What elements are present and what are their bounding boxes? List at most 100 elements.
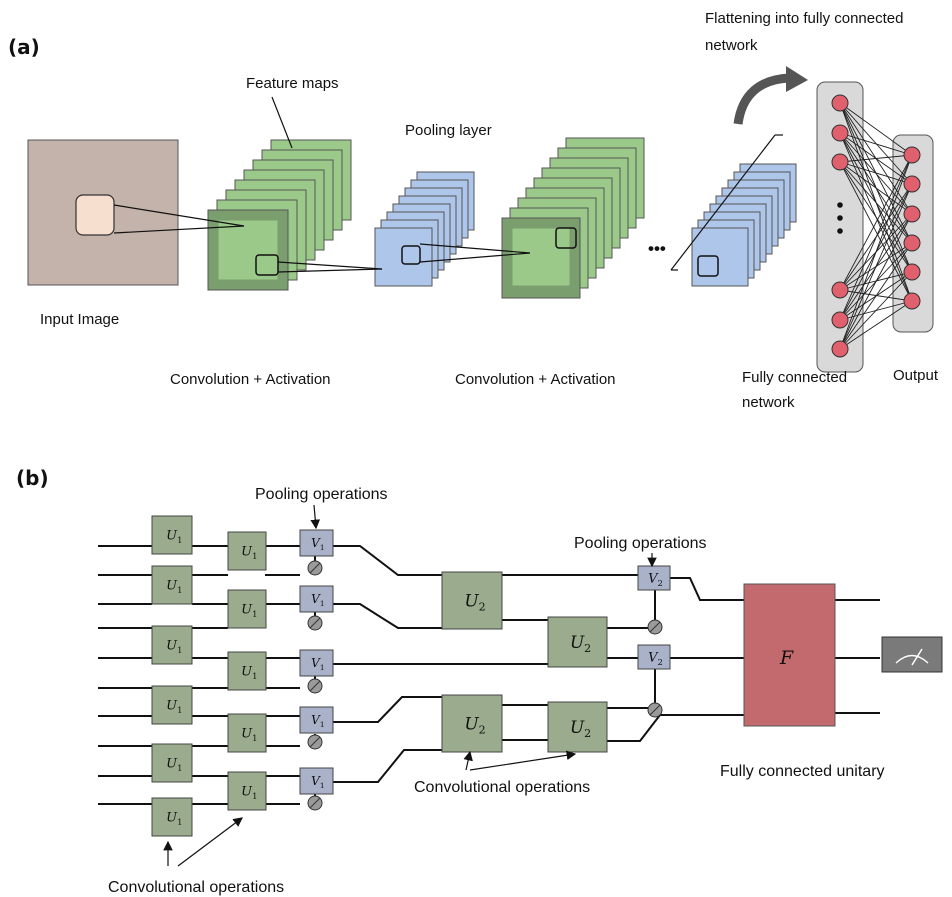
fc-edge	[839, 300, 913, 350]
fc-output-node	[903, 146, 921, 164]
feature-map-inner	[217, 219, 279, 281]
flatten-arrow-head	[786, 66, 808, 92]
conv-ops-label-bottom: Convolutional operations	[108, 879, 284, 896]
input-patch	[75, 194, 115, 236]
flattening-label-1: Flattening into fully connected	[705, 10, 903, 27]
fc-dot	[837, 215, 843, 221]
wire-1	[98, 545, 442, 576]
fc-edge	[839, 154, 913, 291]
output-label: Output	[893, 367, 939, 384]
feature-patch	[255, 254, 279, 276]
u1-gate: U1	[151, 565, 193, 605]
pooling-ops-label-1: Pooling operations	[255, 486, 388, 503]
fc-edge	[839, 154, 913, 350]
fc-output-node	[903, 175, 921, 193]
fc-label-1: Fully connected	[742, 369, 847, 386]
conv2-projection-line	[419, 252, 531, 263]
fc-edge	[839, 161, 913, 215]
fc-input-node	[831, 340, 849, 358]
v1-gate: V1	[299, 649, 334, 677]
pooling-map-layer	[374, 227, 433, 287]
wire-5	[98, 657, 548, 665]
u1-gate: U1	[151, 743, 193, 783]
fc-input-node	[831, 124, 849, 142]
feature-map-inner	[511, 227, 571, 287]
conv-activation-label-2: Convolution + Activation	[455, 371, 616, 388]
fc-edge	[839, 161, 913, 302]
fc-input-node	[831, 311, 849, 329]
u1-gate: U1	[227, 589, 267, 629]
u2-gate: U2	[441, 571, 503, 630]
v1-gate: V1	[299, 585, 334, 613]
u1-gate: U1	[227, 651, 267, 691]
conv-ops-label-middle: Convolutional operations	[414, 779, 590, 796]
u1-gate: U1	[227, 771, 267, 811]
pooling-ops-label-2: Pooling operations	[574, 535, 707, 552]
feature-maps-stack-2	[501, 137, 645, 299]
v2-gate: V2	[637, 565, 671, 591]
panel-b-label: (b)	[16, 466, 49, 490]
qcnn-circuit	[98, 545, 880, 810]
u1-gate: U1	[227, 531, 267, 571]
fc-edge	[839, 154, 913, 321]
pool-projection-line	[277, 268, 383, 273]
wire-9	[98, 749, 442, 783]
fc-output-node	[903, 263, 921, 281]
pool-patch	[697, 255, 719, 277]
fc-input-node	[831, 94, 849, 112]
f-unitary-block	[743, 583, 836, 727]
fc-edge	[839, 102, 913, 156]
fc-dot	[837, 202, 843, 208]
panel-a-label: (a)	[8, 35, 40, 59]
pooling-layer-label: Pooling layer	[405, 122, 492, 139]
input-image-label: Input Image	[40, 311, 119, 328]
pool-projection-line	[277, 261, 383, 270]
wire-mid-5	[502, 714, 744, 742]
feature-patch	[555, 227, 577, 249]
flatten-bracket	[670, 134, 776, 271]
patch-projection-line	[113, 225, 245, 234]
flatten-arrow	[733, 73, 791, 125]
wire-out	[835, 599, 880, 714]
feature-maps-pointer	[271, 96, 293, 149]
fc-output-node	[903, 205, 921, 223]
fc-edge	[839, 183, 913, 350]
u2-gate: U2	[547, 701, 608, 753]
fc-edge	[839, 161, 913, 273]
fc-edge	[839, 132, 913, 215]
u1-gate: U1	[151, 797, 193, 837]
fc-connections	[839, 102, 913, 350]
measurement-meter-icon	[881, 636, 943, 673]
fc-output-node	[903, 234, 921, 252]
wire-7	[98, 696, 442, 723]
u1-gate: U1	[227, 713, 267, 753]
wire-mid-2	[502, 619, 650, 629]
wire-mid-1	[502, 574, 744, 601]
feature-maps-stack-1	[207, 139, 352, 291]
pooling-layer-stack-2	[691, 163, 797, 287]
f-unitary-label: F	[779, 647, 794, 669]
fc-label-2: network	[742, 394, 795, 411]
fc-unitary-label: Fully connected unitary	[720, 763, 885, 780]
pooling-layer-stack	[374, 171, 475, 287]
u2-gate: U2	[547, 616, 608, 668]
wire-mid-4	[502, 704, 650, 709]
pooling-map-layer	[691, 227, 749, 287]
u1-gate: U1	[151, 515, 193, 555]
wire-3	[98, 603, 442, 629]
fc-edge	[839, 271, 913, 350]
fc-edge	[839, 132, 913, 156]
fc-input-node	[831, 153, 849, 171]
fc-input-node	[831, 281, 849, 299]
u1-gate: U1	[151, 625, 193, 665]
ellipsis: •••	[648, 239, 666, 258]
pool-patch	[401, 245, 421, 265]
flattening-label-2: network	[705, 37, 758, 54]
fc-edge	[839, 242, 913, 350]
u1-gate: U1	[151, 685, 193, 725]
patch-projection-line	[113, 204, 245, 227]
v1-gate: V1	[299, 706, 334, 734]
fc-nodes	[831, 94, 921, 358]
v2-gate: V2	[637, 644, 671, 670]
conv2-projection-line	[419, 243, 531, 254]
